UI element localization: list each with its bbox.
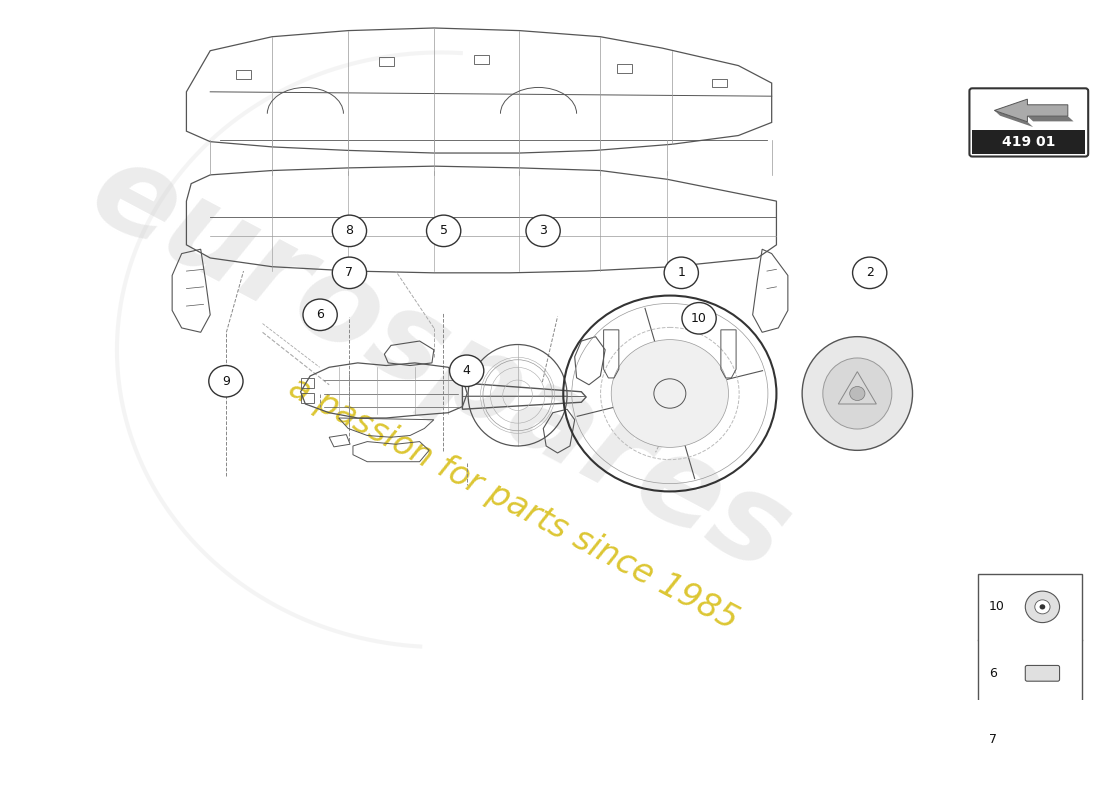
Circle shape bbox=[209, 366, 243, 397]
Bar bbox=[712, 78, 727, 87]
FancyBboxPatch shape bbox=[969, 88, 1088, 157]
Bar bbox=[378, 57, 394, 66]
FancyBboxPatch shape bbox=[1025, 666, 1059, 681]
Text: 6: 6 bbox=[316, 308, 324, 322]
Circle shape bbox=[450, 355, 484, 386]
Ellipse shape bbox=[802, 337, 913, 450]
Circle shape bbox=[612, 340, 728, 447]
Circle shape bbox=[852, 257, 887, 289]
Circle shape bbox=[1040, 604, 1045, 610]
Text: eurospares: eurospares bbox=[72, 130, 810, 597]
Text: 8: 8 bbox=[345, 224, 353, 238]
Ellipse shape bbox=[1028, 730, 1057, 742]
Ellipse shape bbox=[823, 358, 892, 429]
Text: 2: 2 bbox=[866, 266, 873, 279]
Polygon shape bbox=[994, 110, 1033, 127]
Circle shape bbox=[849, 386, 865, 401]
Text: 9: 9 bbox=[222, 374, 230, 388]
Text: 7: 7 bbox=[989, 734, 997, 746]
Circle shape bbox=[682, 302, 716, 334]
Circle shape bbox=[664, 257, 698, 289]
Text: 1: 1 bbox=[678, 266, 685, 279]
Text: 5: 5 bbox=[440, 224, 448, 238]
Circle shape bbox=[427, 215, 461, 246]
Text: 4: 4 bbox=[463, 364, 471, 378]
Circle shape bbox=[302, 299, 338, 330]
Circle shape bbox=[332, 257, 366, 289]
Text: 6: 6 bbox=[989, 667, 997, 680]
Bar bbox=[300, 378, 313, 388]
Bar bbox=[474, 55, 490, 64]
Circle shape bbox=[332, 215, 366, 246]
Bar bbox=[235, 70, 251, 78]
Text: 7: 7 bbox=[345, 266, 353, 279]
Polygon shape bbox=[994, 99, 1068, 122]
Bar bbox=[972, 130, 1086, 154]
Text: 419 01: 419 01 bbox=[1002, 135, 1056, 149]
Text: 10: 10 bbox=[691, 312, 707, 325]
Circle shape bbox=[1035, 600, 1050, 614]
Bar bbox=[300, 393, 313, 403]
Bar bbox=[617, 64, 631, 73]
Circle shape bbox=[1031, 790, 1054, 800]
Circle shape bbox=[526, 215, 560, 246]
Bar bbox=[978, 574, 1082, 800]
Circle shape bbox=[1025, 591, 1059, 622]
Text: 3: 3 bbox=[539, 224, 547, 238]
Text: 10: 10 bbox=[989, 600, 1004, 614]
Text: a passion for parts since 1985: a passion for parts since 1985 bbox=[284, 370, 744, 637]
Polygon shape bbox=[1027, 116, 1074, 122]
